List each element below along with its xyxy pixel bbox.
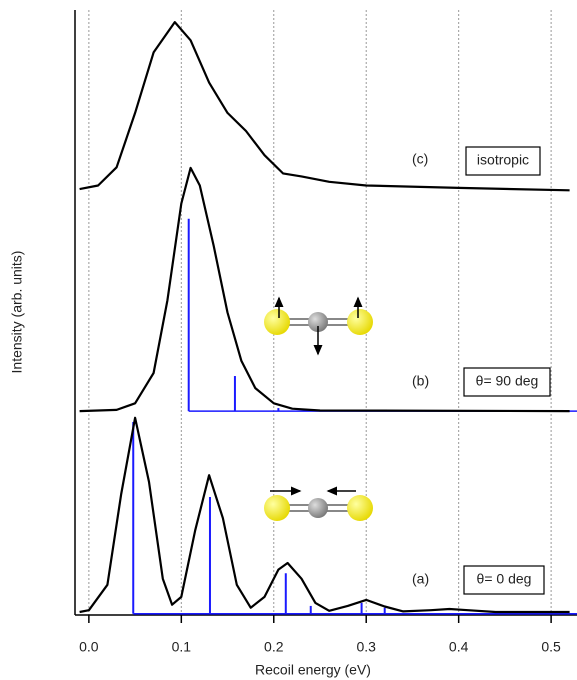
annotation-label: θ= 90 deg [476,373,539,389]
x-axis-label: Recoil energy (eV) [255,662,371,678]
x-tick-label: 0.2 [264,639,284,655]
molecule-bending [264,296,373,356]
annotation-label: θ= 0 deg [477,571,532,587]
x-tick-label: 0.0 [79,639,99,655]
x-tick-label: 0.5 [541,639,561,655]
molecule-stretching [264,486,373,521]
intensity-curve [79,21,570,192]
annotation-label: (c) [412,151,428,167]
annotation-label: isotropic [477,152,529,168]
x-tick-label: 0.3 [356,639,376,655]
annotation-box [463,565,545,595]
annotation-box [465,146,541,176]
annotation-a: (a) θ= 0 deg [412,565,545,595]
annotation-label: (a) [412,571,429,587]
x-tick-label: 0.4 [449,639,469,655]
annotation-label: (b) [412,373,429,389]
intensity-curve [79,166,570,413]
intensity-curve [79,416,570,614]
annotation-box [463,367,551,397]
annotation-c: (c) isotropic [412,146,541,176]
annotation-b: (b) θ= 90 deg [412,367,551,397]
y-axis-label: Intensity (arb. units) [9,251,25,374]
x-tick-label: 0.1 [172,639,192,655]
